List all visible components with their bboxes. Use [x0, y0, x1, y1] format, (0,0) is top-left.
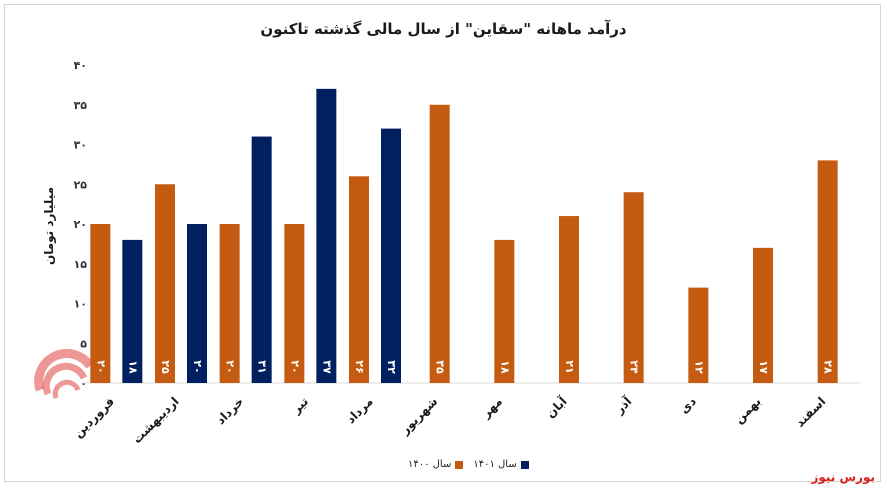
bar-value-label: ۲۶	[353, 360, 366, 373]
bar-value-label: ۱۸	[126, 360, 139, 374]
y-tick-label: ۰	[80, 377, 87, 390]
bar-1400	[155, 184, 175, 383]
bar-value-label: ۱۸	[498, 360, 511, 374]
bar-1400	[688, 287, 709, 383]
y-tick-label: ۲۰	[74, 218, 87, 231]
bar-1400	[429, 104, 450, 383]
y-tick-label: ۲۵	[74, 178, 88, 191]
legend-label-1401: سال ۱۴۰۱	[473, 459, 517, 470]
x-axis-category-labels: فروردین اردیبهشت خرداد تیر مرداد شهریور مهر آبا…	[71, 393, 828, 446]
x-category-label: دی	[677, 394, 699, 416]
x-category-label: اسفند	[793, 394, 829, 430]
bars	[90, 88, 838, 383]
x-category-label: خرداد	[213, 394, 246, 427]
bar-1401	[251, 136, 272, 383]
bar-1401	[122, 239, 143, 383]
bar-value-label: ۳۵	[434, 360, 447, 374]
bar-value-label: ۳۱	[256, 360, 269, 373]
bar-1400	[284, 224, 305, 383]
legend-swatch-1400	[455, 460, 464, 469]
x-category-label: شهریور	[397, 394, 441, 438]
bar-1400	[349, 176, 369, 383]
x-category-label: بهمن	[732, 394, 764, 426]
bar-value-label: ۲۱	[563, 360, 576, 373]
y-tick-label: ۳۵	[74, 99, 88, 112]
y-tick-label: ۱۰	[74, 298, 87, 311]
bar-value-label: ۲۰	[224, 360, 237, 373]
legend-item-1401: سال ۱۴۰۱	[473, 459, 529, 470]
x-category-label: اردیبهشت	[130, 394, 182, 446]
x-category-label: تیر	[289, 394, 312, 417]
legend-label-1400: سال ۱۴۰۰	[408, 459, 452, 470]
x-category-label: فروردین	[71, 394, 118, 441]
y-tick-label: ۱۵	[74, 258, 88, 271]
chart-title: درآمد ماهانه "سقاین" از سال مالی گذشته ت…	[260, 20, 627, 38]
y-tick-label: ۳۰	[74, 139, 87, 152]
bar-value-label: ۳۲	[385, 360, 398, 374]
y-axis-ticks: ۰ ۵ ۱۰ ۱۵ ۲۰ ۲۵ ۳۰ ۳۵ ۴۰	[74, 59, 88, 390]
bar-value-label: ۲۵	[159, 360, 172, 374]
bar-value-labels: ۲۰ ۱۸ ۲۵ ۲۰ ۲۰ ۳۱ ۲۰ ۳۷ ۲۶ ۳۲ ۳۵ ۱۸ ۲۱ ۲۴ ۱۲ ۱۷ ۲۸	[94, 360, 834, 374]
bar-1400	[90, 224, 111, 383]
bar-value-label: ۱۷	[757, 360, 770, 374]
legend-item-1400: سال ۱۴۰۰	[408, 459, 464, 470]
bar-1400	[559, 216, 579, 383]
legend-swatch-1401	[520, 460, 529, 469]
y-tick-label: ۴۰	[74, 59, 87, 72]
y-tick-label: ۵	[80, 337, 87, 350]
bar-1400	[219, 224, 240, 383]
bar-value-label: ۲۰	[94, 360, 107, 373]
bar-1401	[316, 88, 337, 383]
x-category-label: آبان	[543, 393, 571, 421]
boursenews-watermark-logo	[34, 340, 94, 436]
x-category-label: مهر	[478, 394, 505, 421]
bar-1400	[494, 239, 515, 383]
bar-value-label: ۲۸	[822, 360, 835, 374]
bar-1400	[817, 160, 838, 383]
bar-value-label: ۱۲	[692, 360, 705, 374]
bar-1400	[623, 192, 644, 383]
source-label: بورس نیوز	[811, 470, 875, 484]
bar-1401	[187, 224, 207, 383]
bar-1400	[753, 247, 773, 383]
x-category-label: مرداد	[344, 394, 376, 426]
bar-value-label: ۲۰	[191, 360, 204, 373]
bar-value-label: ۲۰	[288, 360, 301, 373]
x-category-label: آذر	[611, 393, 635, 417]
bar-value-label: ۲۴	[628, 360, 641, 374]
legend: سال ۱۴۰۱ سال ۱۴۰۰	[408, 459, 529, 470]
bar-value-label: ۳۷	[320, 360, 333, 374]
bar-1401	[381, 128, 401, 383]
